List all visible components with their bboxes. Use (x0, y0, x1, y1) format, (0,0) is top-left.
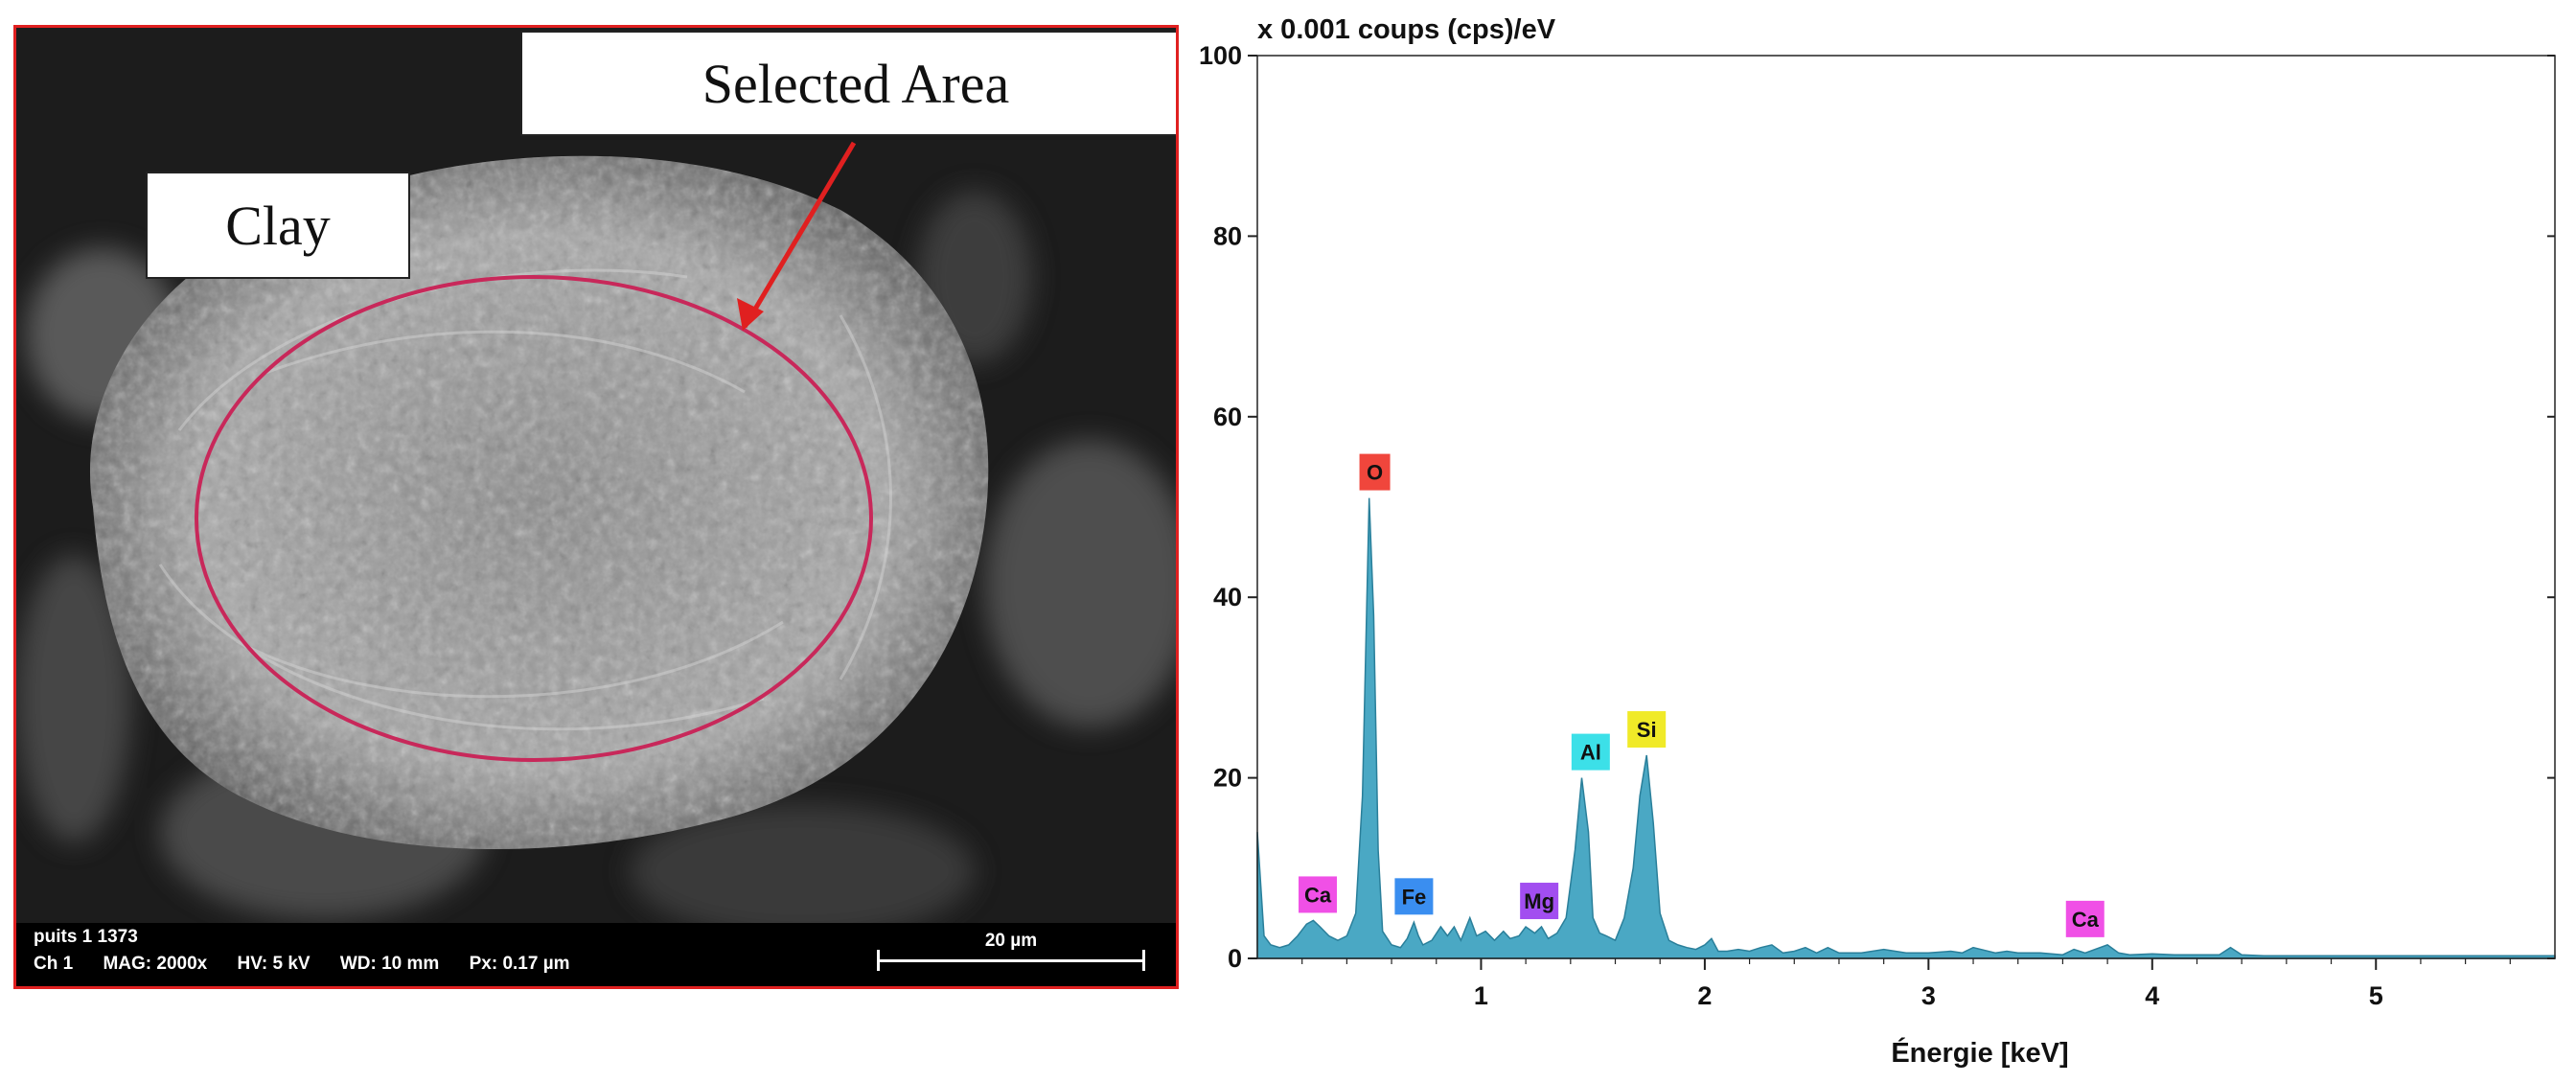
peak-label-al: Al (1571, 733, 1610, 771)
peak-label-mg: Mg (1520, 883, 1559, 920)
peak-label-text: O (1367, 461, 1383, 485)
voltage-text: HV: 5 kV (237, 954, 310, 974)
peak-label-box (2065, 900, 2104, 937)
x-tick-label: 4 (2145, 981, 2159, 1010)
x-tick-label: 1 (1474, 981, 1488, 1010)
working-distance-text: WD: 10 mm (339, 954, 440, 974)
acquisition-parameters: Ch 1 MAG: 2000x HV: 5 kV WD: 10 mm Px: 0… (34, 954, 595, 975)
peak-label-ca: Ca (1299, 876, 1338, 913)
sem-micrograph-panel: Clay Selected Area puits 1 1373 Ch 1 MAG… (13, 25, 1179, 989)
selected-area-ellipse (195, 275, 873, 762)
peak-label-o: O (1359, 453, 1391, 491)
callout-arrow (742, 141, 857, 329)
y-tick-label: 20 (1213, 764, 1242, 793)
peak-label-box (1627, 711, 1667, 749)
magnification-text: MAG: 2000x (103, 954, 208, 974)
peak-label-text: Mg (1524, 889, 1554, 913)
sem-info-bar: puits 1 1373 Ch 1 MAG: 2000x HV: 5 kV WD… (16, 923, 1176, 986)
peak-label-si: Si (1627, 711, 1667, 749)
peak-label-text: Fe (1402, 885, 1427, 909)
peak-label-fe: Fe (1394, 878, 1434, 915)
sample-id: puits 1 1373 (34, 927, 138, 947)
x-tick-label: 3 (1921, 981, 1936, 1010)
plot-frame (1256, 55, 2556, 959)
channel-text: Ch 1 (34, 954, 74, 974)
peak-label-box (1359, 453, 1391, 491)
peak-label-ca: Ca (2065, 900, 2104, 937)
x-tick-label: 2 (1697, 981, 1712, 1010)
arrow-head (737, 298, 764, 331)
y-tick-label: 60 (1213, 403, 1242, 431)
peak-labels: O Si Al Ca Fe Mg Ca (1299, 453, 2104, 937)
peak-label-text: Si (1637, 718, 1657, 742)
peak-label-text: Ca (1304, 883, 1332, 907)
peak-label-box (1394, 878, 1434, 915)
x-tick-label: 5 (2369, 981, 2383, 1010)
scale-bar-label: 20 µm (984, 931, 1038, 951)
y-tick-label: 0 (1228, 944, 1242, 973)
peak-label-box (1299, 876, 1338, 913)
selected-area-label: Selected Area (520, 31, 1176, 136)
axes: 0 20 40 60 80 100 1 2 3 4 5 (1199, 41, 2556, 1010)
scale-bar: 20 µm (877, 931, 1145, 971)
eds-spectrum-chart: x 0.001 coups (cps)/eV 0 20 40 60 80 100 1 2 3 4 5… (1199, 14, 2556, 1069)
spectrum-area-0 (1256, 497, 2556, 959)
sem-micrograph (16, 28, 1176, 986)
y-tick-label: 100 (1199, 41, 1242, 70)
peak-label-box (1520, 883, 1559, 920)
y-axis-title: x 0.001 coups (cps)/eV (1257, 14, 1556, 45)
scale-bar-line (877, 950, 1145, 971)
peak-label-box (1571, 733, 1610, 771)
y-tick-label: 80 (1213, 221, 1242, 250)
pixel-size-text: Px: 0.17 µm (469, 954, 570, 974)
peak-label-text: Al (1580, 741, 1601, 765)
plot-area (1256, 497, 2556, 959)
y-tick-label: 40 (1213, 583, 1242, 611)
x-axis-title: Énergie [keV] (1891, 1036, 2068, 1069)
clay-label: Clay (146, 172, 410, 279)
peak-label-text: Ca (2072, 908, 2100, 932)
